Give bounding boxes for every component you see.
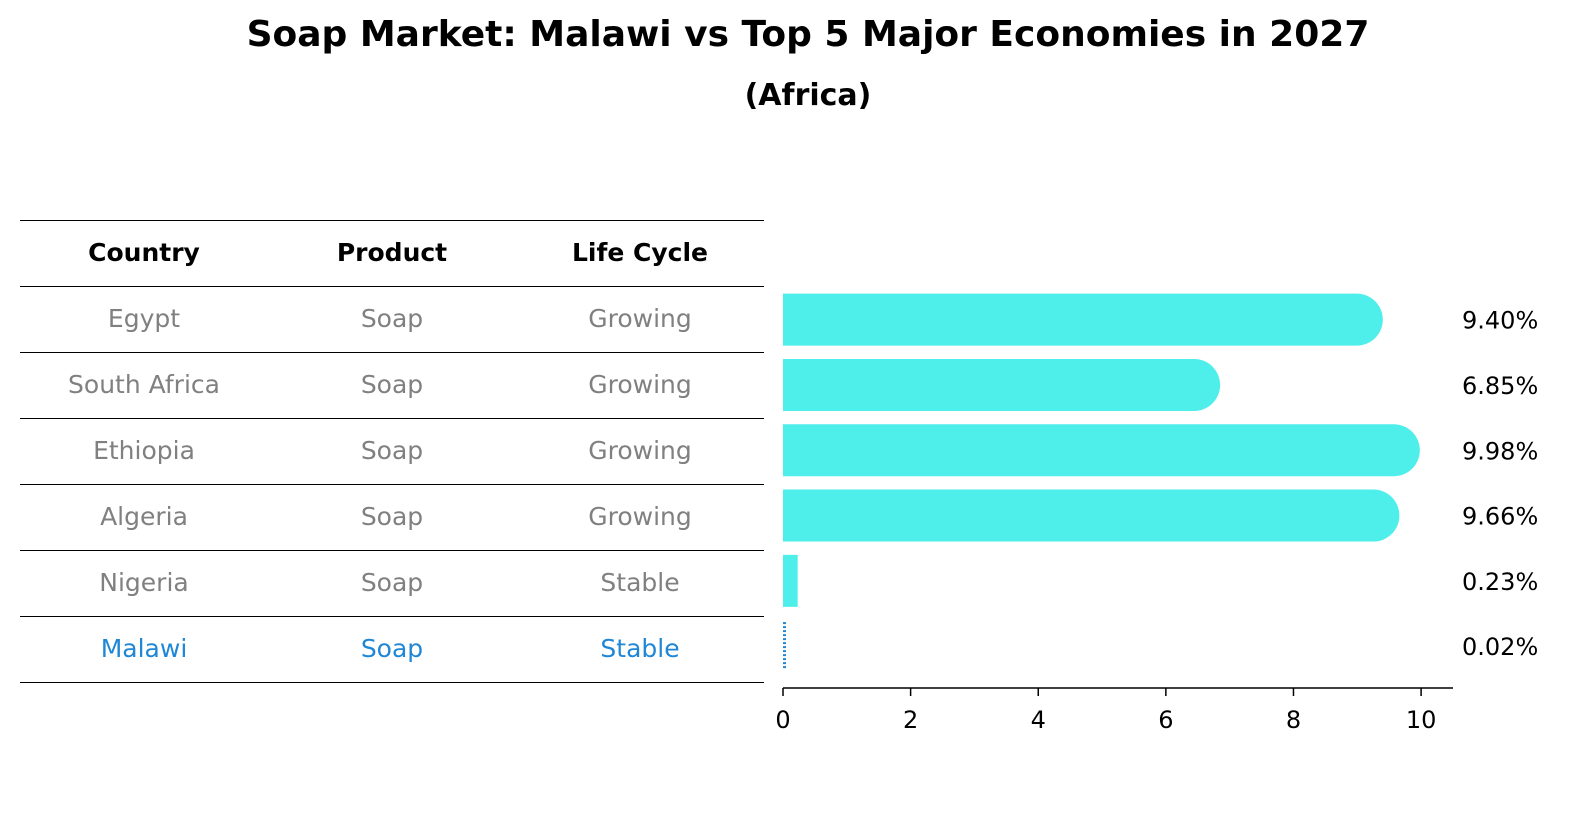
data-label: 0.23% xyxy=(1462,568,1538,596)
x-tick-label: 2 xyxy=(903,706,918,734)
x-tick-label: 8 xyxy=(1286,706,1301,734)
table-cell: Growing xyxy=(588,502,692,531)
table-cell: Nigeria xyxy=(99,568,189,597)
chart-subtitle: (Africa) xyxy=(744,78,872,113)
table-cell: Soap xyxy=(360,502,424,531)
table-cell: Ethiopia xyxy=(93,436,195,465)
bar xyxy=(783,424,1420,477)
table-header-cell: Product xyxy=(336,238,448,267)
table-rule xyxy=(20,550,764,551)
data-label: 9.98% xyxy=(1462,437,1538,465)
table-cell: South Africa xyxy=(68,370,220,399)
bar xyxy=(783,293,1383,346)
table-header-cell: Country xyxy=(88,238,200,267)
table-cell: Malawi xyxy=(100,634,188,663)
table-cell: Algeria xyxy=(100,502,188,531)
bar xyxy=(783,489,1400,542)
data-label: 6.85% xyxy=(1462,372,1538,400)
table-cell: Stable xyxy=(600,634,680,663)
x-tick-label: 6 xyxy=(1158,706,1173,734)
chart-title: Soap Market: Malawi vs Top 5 Major Econo… xyxy=(246,14,1370,55)
table-cell: Soap xyxy=(360,370,424,399)
table-cell: Soap xyxy=(360,304,424,333)
table-rule xyxy=(20,682,764,683)
table-cell: Growing xyxy=(588,370,692,399)
table-header-cell: Life Cycle xyxy=(571,238,709,267)
table-rule xyxy=(20,352,764,353)
table-cell: Egypt xyxy=(107,304,181,333)
table-rule xyxy=(20,484,764,485)
table-cell: Growing xyxy=(588,436,692,465)
table-cell: Growing xyxy=(588,304,692,333)
table-rule xyxy=(20,418,764,419)
x-tick-label: 10 xyxy=(1406,706,1437,734)
table-cell: Soap xyxy=(360,634,424,663)
data-label: 9.40% xyxy=(1462,307,1538,335)
table-rule xyxy=(20,616,764,617)
x-tick-label: 4 xyxy=(1031,706,1046,734)
data-label: 9.66% xyxy=(1462,503,1538,531)
table-cell: Soap xyxy=(360,568,424,597)
table-cell: Soap xyxy=(360,436,424,465)
x-tick-label: 0 xyxy=(775,706,790,734)
table-cell: Stable xyxy=(600,568,680,597)
table-rule xyxy=(20,286,764,287)
table-rule xyxy=(20,220,764,221)
bar xyxy=(783,554,798,607)
bar xyxy=(783,358,1221,411)
data-label: 0.02% xyxy=(1462,633,1538,661)
